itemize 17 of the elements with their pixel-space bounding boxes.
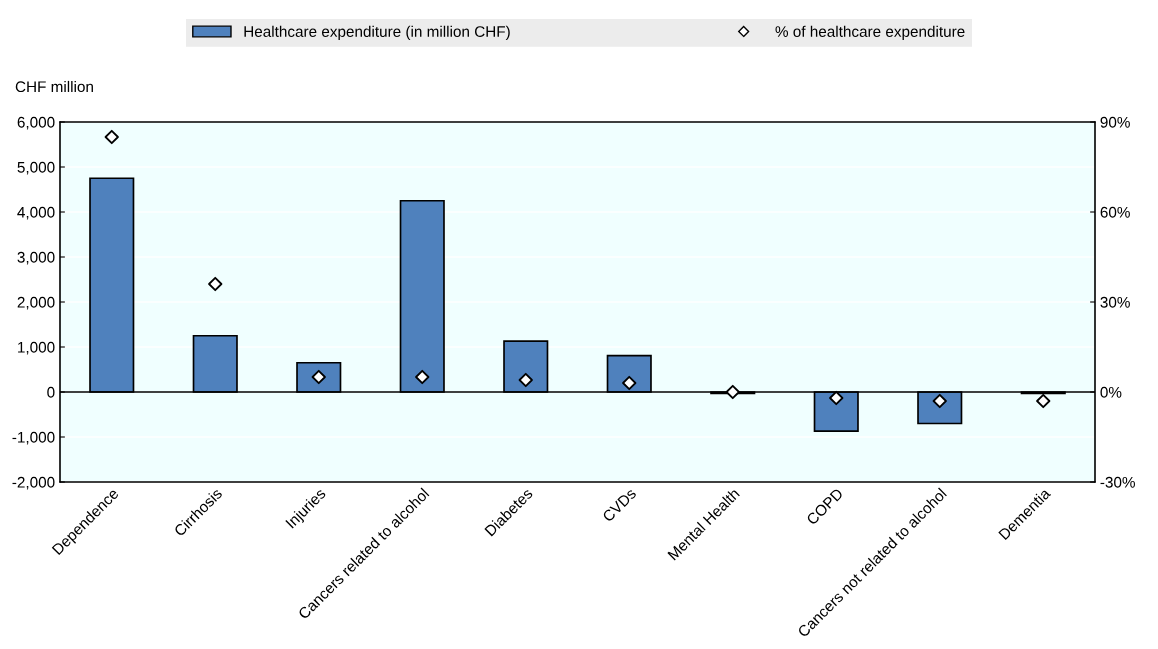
y2-tick-label: 60% xyxy=(1100,206,1130,218)
y-tick-label: -2,000 xyxy=(12,476,55,490)
y-axis-title: CHF million xyxy=(15,80,93,93)
y-tick-label: 3,000 xyxy=(17,251,55,265)
y-tick-label: -1,000 xyxy=(12,431,55,445)
y-tick-label: 4,000 xyxy=(17,206,55,220)
y2-tick-label: 90% xyxy=(1100,116,1130,128)
y-tick-label: 5,000 xyxy=(17,161,55,175)
y2-tick-label: 30% xyxy=(1100,296,1130,308)
legend-label: % of healthcare expenditure xyxy=(775,25,965,40)
legend-label: Healthcare expenditure (in million CHF) xyxy=(244,25,510,40)
y2-tick-label: -30% xyxy=(1100,476,1135,488)
y-tick-label: 2,000 xyxy=(17,296,55,310)
y-tick-label: 6,000 xyxy=(17,116,55,130)
y-tick-label: 0 xyxy=(47,386,55,398)
y2-tick-label: 0% xyxy=(1100,386,1122,398)
y-tick-label: 1,000 xyxy=(18,341,55,355)
